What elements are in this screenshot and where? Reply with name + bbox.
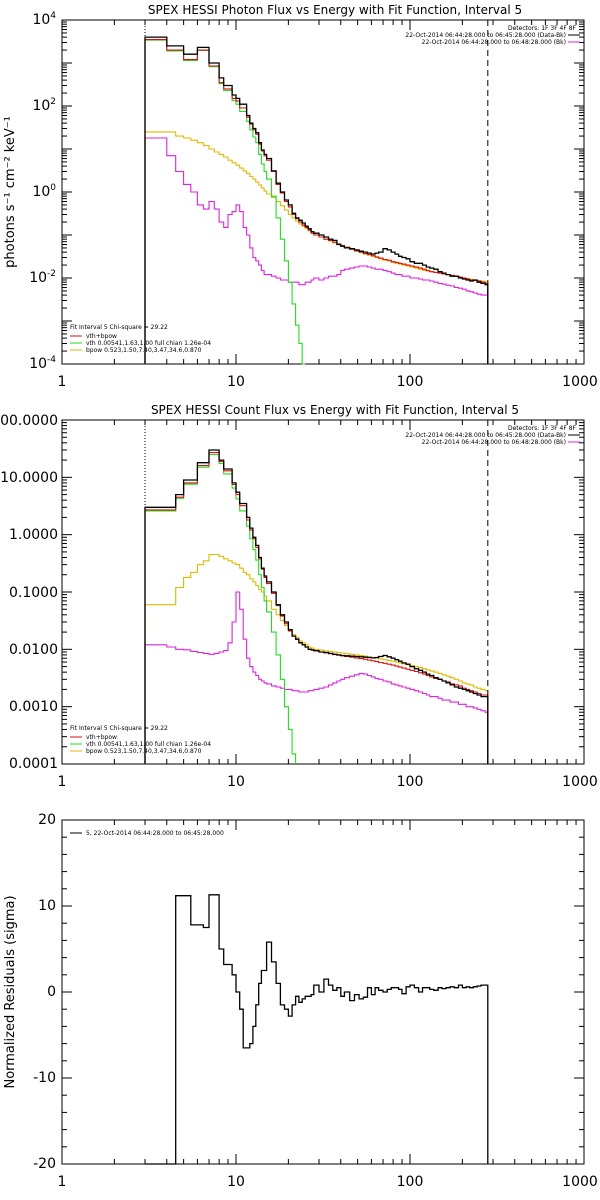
photon-flux-panel: SPEX HESSI Photon Flux vs Energy with Fi… [3,3,598,390]
legend-bpow-label: bpow 0.523,1.50,7.40,3.47,34.6,0.870 [86,347,202,354]
residuals-y-tick-labels: -20 -10 0 10 20 [33,812,56,1172]
count-flux-series [144,449,489,764]
legend-data-interval: 22-Oct-2014 06:44:28.000 to 06:45:28.000… [405,432,566,439]
residuals-y-tick-label: -20 [33,1156,56,1172]
series-data [144,36,489,364]
residuals-x-tick-label: 10 [227,1174,245,1190]
legend-bpow-label: bpow 0.523,1.50,7.40,3.47,34.6,0.870 [86,748,202,755]
legend-total-label: vth+bpow [86,333,117,340]
count-flux-legend-bottom: Fit Interval 5 Chi-square = 29.22 vth+bp… [70,725,211,755]
count-flux-title: SPEX HESSI Count Flux vs Energy with Fit… [151,403,519,417]
residuals-ticks [61,819,585,1165]
legend-total-label: vth+bpow [86,734,117,741]
photon-flux-plot-frame [61,19,585,365]
count-flux-plot-frame [61,419,585,765]
count-flux-y-tick-label: 100.0000 [0,413,58,429]
residuals-y-axis-label: Normalized Residuals (sigma) [3,895,18,1088]
photon-flux-y-tick-label: 102 [32,97,56,114]
count-flux-x-tick-label: 10 [227,774,245,790]
series-total [144,39,489,364]
photon-flux-x-tick-label: 100 [397,374,424,390]
residuals-x-tick-label: 1 [58,1174,67,1190]
photon-flux-series [144,36,489,365]
photon-flux-x-tick-label: 1000 [562,374,598,390]
series-total [144,452,489,764]
count-flux-ticks [61,419,585,765]
photon-flux-y-tick-label: 10-2 [29,269,56,286]
legend-thermal-label: vth 0.00541,1.63,1.00 full chian 1.26e-0… [86,340,211,347]
residuals-y-tick-label: 0 [47,984,56,1000]
count-flux-panel: SPEX HESSI Count Flux vs Energy with Fit… [0,403,598,790]
legend-fit-interval: Fit Interval 5 Chi-square = 29.22 [70,725,168,732]
series-bpow [144,131,489,364]
residuals-y-tick-label: -10 [33,1070,56,1086]
photon-flux-y-tick-label: 100 [32,183,56,200]
residuals-y-tick-label: 10 [38,898,56,914]
photon-flux-ticks [61,19,585,365]
series-data [145,894,489,1165]
photon-flux-legend-bottom: Fit Interval 5 Chi-square = 29.22 vth+bp… [70,324,211,354]
count-flux-x-tick-label: 1000 [562,774,598,790]
residuals-panel: -20 -10 0 10 20 1 10 100 1000 Normalized… [3,812,598,1190]
count-flux-y-tick-label: 0.0100 [9,642,58,658]
residuals-x-tick-label: 100 [397,1174,424,1190]
residuals-x-tick-label: 1000 [562,1174,598,1190]
count-flux-x-tick-label: 1 [58,774,67,790]
residuals-series [145,894,489,1165]
residuals-x-tick-labels: 1 10 100 1000 [58,1174,598,1190]
count-flux-y-tick-labels: 0.0001 0.0010 0.0100 0.1000 1.0000 10.00… [0,413,58,772]
photon-flux-y-tick-label: 104 [32,11,56,28]
photon-flux-x-tick-label: 1 [58,374,67,390]
photon-flux-y-axis-label: photons s⁻¹ cm⁻² keV⁻¹ [3,116,18,268]
residuals-legend: 5, 22-Oct-2014 06:44:28.000 to 06:45:28.… [70,830,224,837]
legend-bk-interval: 22-Oct-2014 06:44:28.000 to 06:48:28.000… [422,39,566,46]
residuals-y-tick-label: 20 [38,812,56,828]
count-flux-legend-top: Detectors: 1F 3F 4F 8F 22-Oct-2014 06:44… [405,425,580,446]
legend-fit-interval: Fit Interval 5 Chi-square = 29.22 [70,324,168,331]
photon-flux-title: SPEX HESSI Photon Flux vs Energy with Fi… [148,3,522,17]
count-flux-x-tick-labels: 1 10 100 1000 [58,774,598,790]
photon-flux-x-tick-label: 10 [227,374,245,390]
residuals-legend-label: 5, 22-Oct-2014 06:44:28.000 to 06:45:28.… [86,830,224,837]
legend-data-interval: 22-Oct-2014 06:44:28.000 to 06:45:28.000… [405,32,566,39]
count-flux-y-tick-label: 0.0001 [9,756,58,772]
photon-flux-y-tick-labels: 10-4 10-2 100 102 104 [29,11,56,372]
legend-detectors: Detectors: 1F 3F 4F 8F [508,25,577,32]
count-flux-y-tick-label: 0.0010 [9,699,58,715]
count-flux-y-tick-label: 10.0000 [0,470,58,486]
legend-thermal-label: vth 0.00541,1.63,1.00 full chian 1.26e-0… [86,741,211,748]
count-flux-x-tick-label: 100 [397,774,424,790]
photon-flux-x-tick-labels: 1 10 100 1000 [58,374,598,390]
photon-flux-y-tick-label: 10-4 [29,355,56,372]
series-data [144,449,489,764]
legend-detectors: Detectors: 1F 3F 4F 8F [508,425,577,432]
count-flux-y-tick-label: 0.1000 [9,585,58,601]
series-powerlaw [144,137,489,364]
series-bpow [144,553,489,764]
photon-flux-legend-top: Detectors: 1F 3F 4F 8F 22-Oct-2014 06:44… [405,25,580,46]
count-flux-y-tick-label: 1.0000 [9,527,58,543]
series-powerlaw [144,591,489,764]
legend-bk-interval: 22-Oct-2014 06:44:28.000 to 06:48:28.000… [422,439,566,446]
